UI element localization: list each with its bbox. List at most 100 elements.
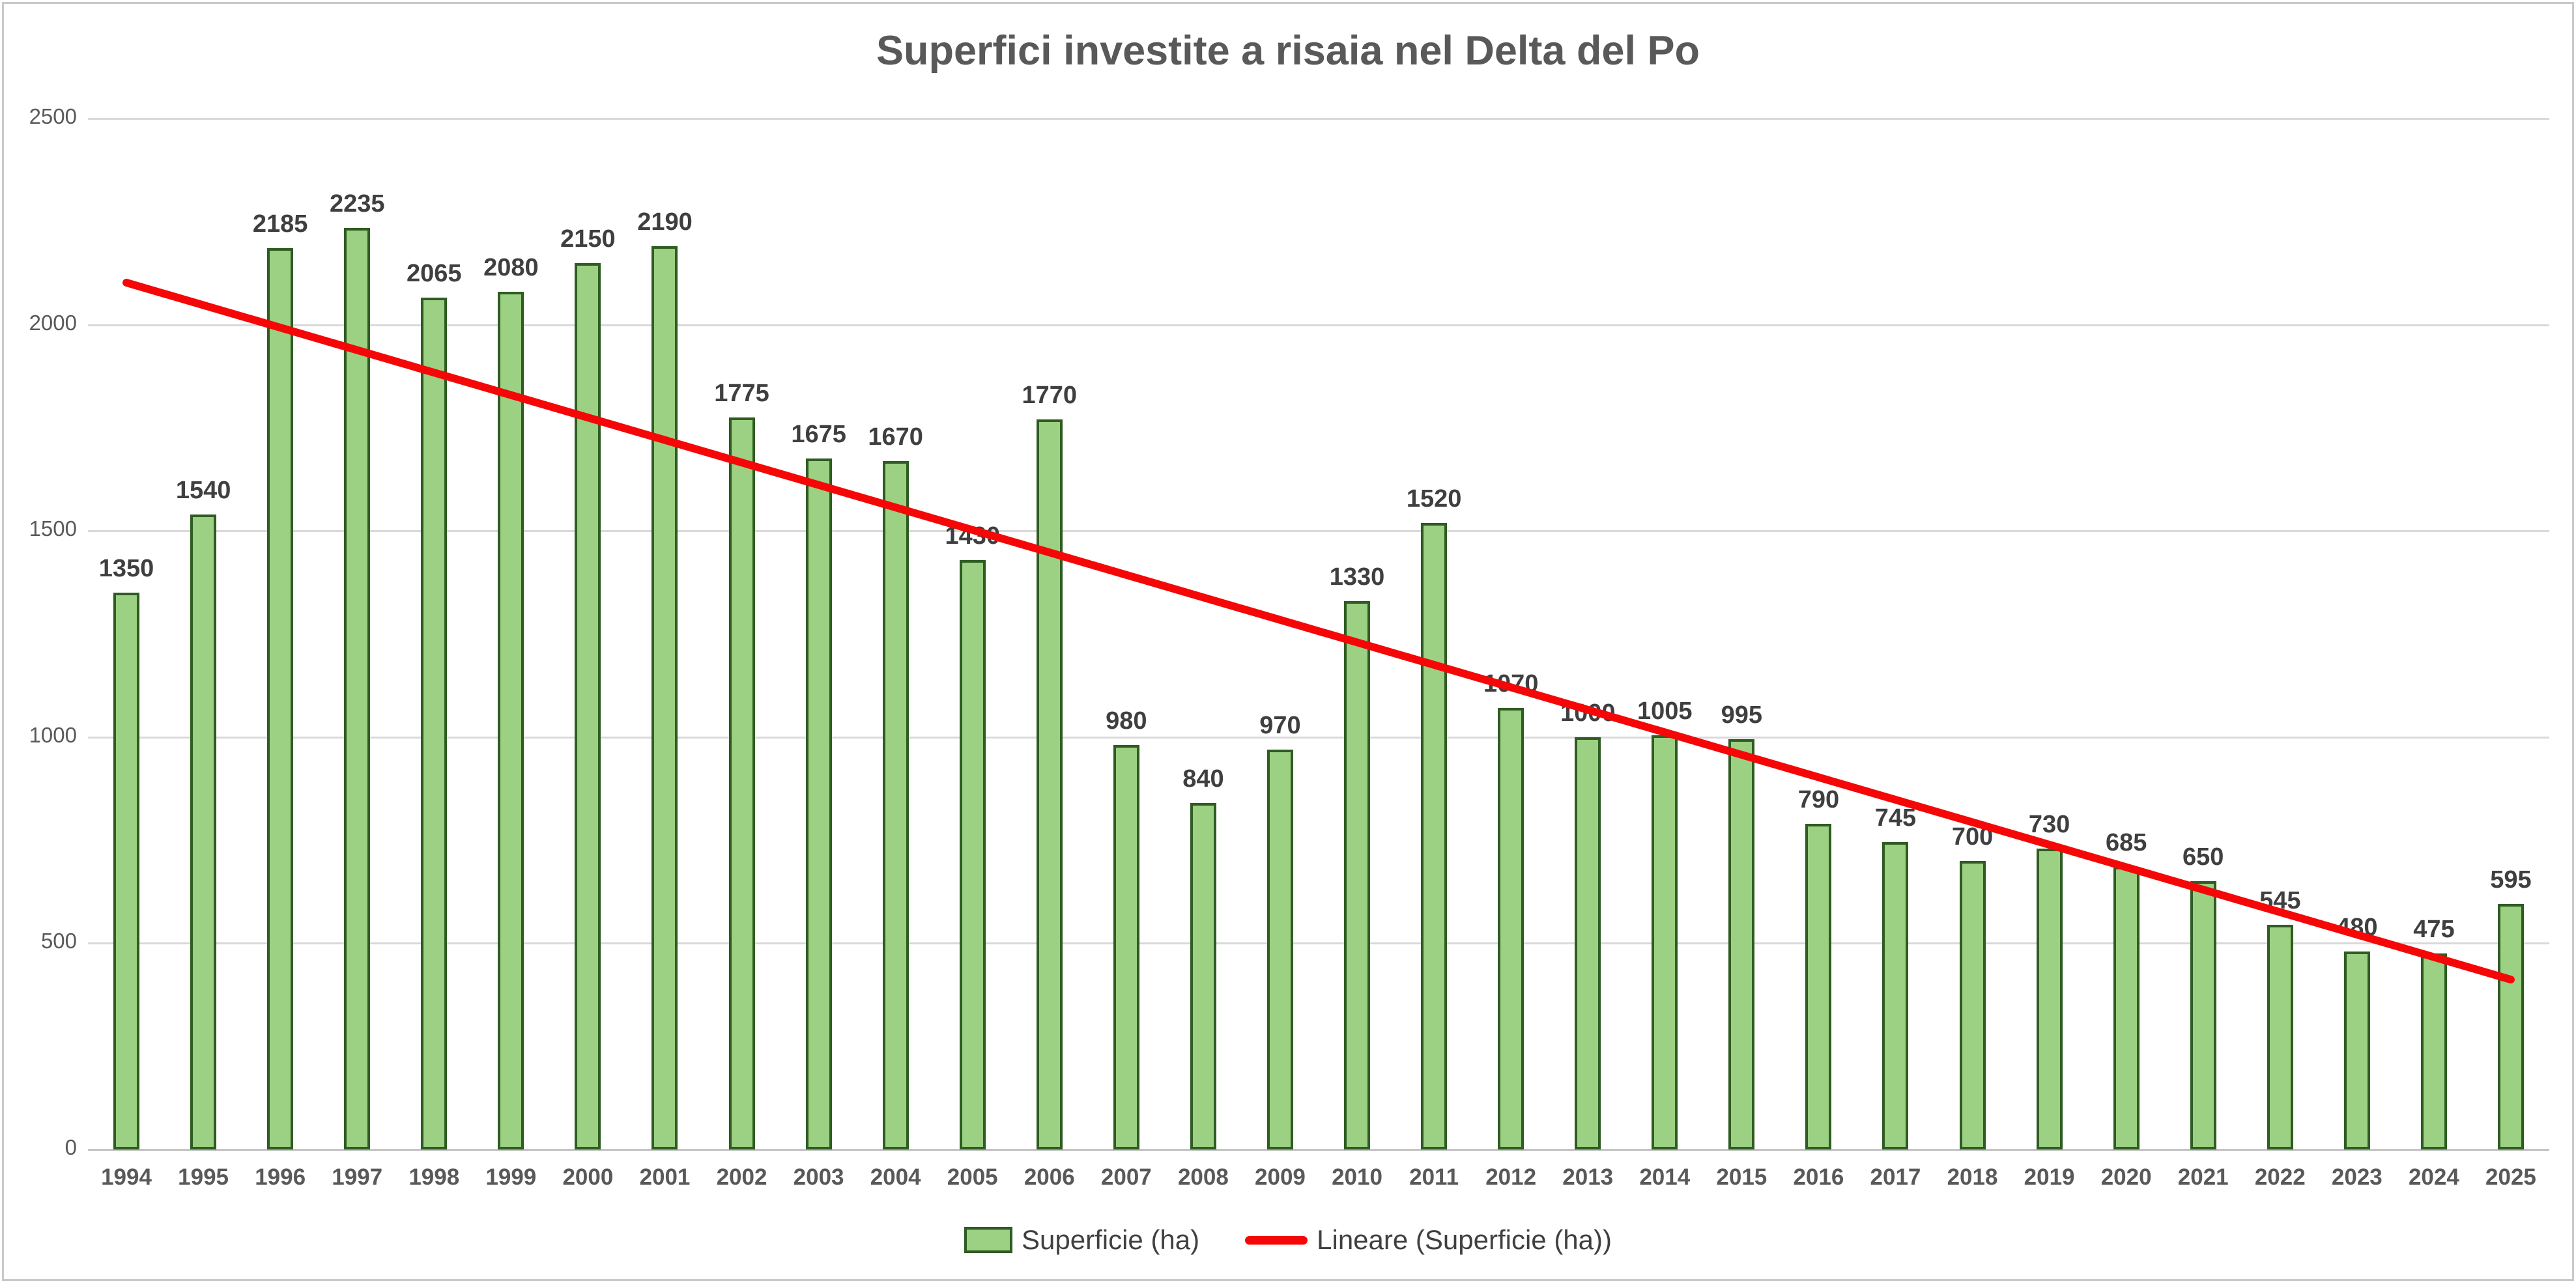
x-axis-tick-label-2008: 2008 xyxy=(1177,1164,1229,1190)
bar-value-label-2016: 790 xyxy=(1797,785,1840,813)
bar-1996 xyxy=(267,248,294,1149)
y-axis-tick-label: 2000 xyxy=(29,310,77,335)
bar-1999 xyxy=(498,291,524,1149)
x-axis-tick-label-2023: 2023 xyxy=(2331,1164,2383,1190)
bar-value-label-2003: 1675 xyxy=(791,421,846,449)
x-axis-line xyxy=(88,1149,2549,1151)
x-axis-tick-label-2005: 2005 xyxy=(947,1164,998,1190)
bar-value-label-2025: 595 xyxy=(2490,866,2532,894)
gridline-1500 xyxy=(88,530,2549,533)
bar-2015 xyxy=(1728,739,1755,1149)
bar-value-label-2020: 685 xyxy=(2105,829,2147,857)
bar-2025 xyxy=(2497,904,2524,1149)
bar-value-label-1997: 2235 xyxy=(329,190,385,218)
bar-value-label-1999: 2080 xyxy=(483,253,539,281)
x-axis-tick-label-2000: 2000 xyxy=(562,1164,614,1190)
bar-2016 xyxy=(1805,823,1832,1149)
bar-2018 xyxy=(1959,860,1986,1149)
bar-1998 xyxy=(421,298,448,1149)
gridline-2500 xyxy=(88,118,2549,120)
bar-value-label-2000: 2150 xyxy=(560,225,616,253)
x-axis-tick-label-2010: 2010 xyxy=(1332,1164,1382,1190)
x-axis-tick-label-1997: 1997 xyxy=(332,1164,383,1190)
y-axis-tick-label: 2500 xyxy=(29,104,77,128)
x-axis-tick-label-2001: 2001 xyxy=(639,1164,691,1190)
bar-2020 xyxy=(2113,867,2140,1149)
y-axis-tick-label: 1500 xyxy=(29,516,77,541)
bar-value-label-1994: 1350 xyxy=(98,555,154,583)
x-axis-tick-label-2012: 2012 xyxy=(1485,1164,1537,1190)
bar-value-label-2014: 1005 xyxy=(1637,697,1693,725)
legend-item-superficie: Superficie (ha) xyxy=(964,1224,1199,1256)
bar-2022 xyxy=(2267,924,2293,1149)
x-axis-tick-label-2003: 2003 xyxy=(793,1164,844,1190)
bar-value-label-2006: 1770 xyxy=(1022,382,1078,410)
legend-bar-swatch-icon xyxy=(964,1227,1012,1253)
bar-value-label-2024: 475 xyxy=(2413,916,2455,944)
x-axis-tick-label-2009: 2009 xyxy=(1255,1164,1306,1190)
bar-1997 xyxy=(344,227,371,1149)
bar-value-label-2019: 730 xyxy=(2028,810,2070,838)
plot-area: 1350 1540 2185 2235 2065 2080 2150 2190 1775 1675… xyxy=(88,118,2549,1151)
x-axis-tick-label-2019: 2019 xyxy=(2024,1164,2075,1190)
gridline-2000 xyxy=(88,324,2549,326)
x-axis-tick-label-2007: 2007 xyxy=(1100,1164,1152,1190)
x-axis-tick-label-1995: 1995 xyxy=(178,1164,229,1190)
bar-2010 xyxy=(1344,600,1371,1149)
x-axis-tick-label-1996: 1996 xyxy=(255,1164,306,1190)
bar-2021 xyxy=(2190,881,2216,1149)
x-axis-tick-label-1994: 1994 xyxy=(101,1164,152,1190)
x-axis-tick-label-2025: 2025 xyxy=(2485,1164,2536,1190)
bar-2024 xyxy=(2420,953,2447,1149)
x-axis-tick-label-2024: 2024 xyxy=(2408,1164,2459,1190)
x-axis-tick-label-2011: 2011 xyxy=(1409,1164,1459,1190)
bar-1995 xyxy=(190,514,217,1149)
bar-value-label-2007: 980 xyxy=(1106,707,1147,735)
bar-2012 xyxy=(1498,708,1524,1149)
bar-2023 xyxy=(2343,952,2370,1149)
bar-value-label-1998: 2065 xyxy=(407,260,462,288)
bar-2001 xyxy=(651,246,678,1149)
y-axis-tick-label: 0 xyxy=(64,1135,77,1159)
bar-2007 xyxy=(1113,745,1139,1149)
bar-2003 xyxy=(805,458,832,1149)
x-axis-tick-label-2006: 2006 xyxy=(1023,1164,1075,1190)
trendline xyxy=(122,279,2515,984)
bar-2005 xyxy=(959,559,986,1149)
bar-value-label-2021: 650 xyxy=(2182,843,2224,871)
legend-item-label: Lineare (Superficie (ha)) xyxy=(1317,1224,1612,1255)
bar-1994 xyxy=(113,593,140,1149)
bar-value-label-2002: 1775 xyxy=(714,380,769,408)
bar-value-label-2011: 1520 xyxy=(1406,485,1462,513)
bar-2006 xyxy=(1036,419,1063,1149)
bar-value-label-2004: 1670 xyxy=(868,423,923,451)
x-axis-tick-label-1999: 1999 xyxy=(485,1164,537,1190)
x-axis-tick-label-1998: 1998 xyxy=(408,1164,460,1190)
y-axis-tick-label: 500 xyxy=(40,929,77,953)
x-axis-tick-label-2022: 2022 xyxy=(2254,1164,2306,1190)
bar-value-label-2010: 1330 xyxy=(1329,563,1385,591)
x-axis-tick-label-2004: 2004 xyxy=(870,1164,921,1190)
bar-value-label-1996: 2185 xyxy=(252,210,308,238)
x-axis-tick-label-2017: 2017 xyxy=(1870,1164,1921,1190)
bar-value-label-2017: 745 xyxy=(1874,804,1917,832)
x-axis-tick-label-2021: 2021 xyxy=(2177,1164,2229,1190)
bar-2009 xyxy=(1267,749,1293,1149)
x-axis-tick-label-2014: 2014 xyxy=(1639,1164,1691,1190)
x-axis-tick-label-2002: 2002 xyxy=(716,1164,767,1190)
gridline-500 xyxy=(88,942,2549,945)
bar-value-label-2009: 970 xyxy=(1259,711,1301,739)
x-axis-tick-label-2016: 2016 xyxy=(1793,1164,1844,1190)
legend-item-lineare: Lineare (Superficie (ha)) xyxy=(1245,1224,1612,1256)
legend-line-swatch-icon xyxy=(1245,1235,1308,1245)
x-axis-tick-label-2020: 2020 xyxy=(2100,1164,2152,1190)
legend: Superficie (ha) Lineare (Superficie (ha)… xyxy=(0,1217,2576,1263)
bar-value-label-2015: 995 xyxy=(1721,701,1763,729)
bar-2019 xyxy=(2036,848,2063,1149)
bar-value-label-1995: 1540 xyxy=(175,476,231,504)
bar-2013 xyxy=(1575,737,1601,1149)
bar-2017 xyxy=(1882,842,1909,1149)
bar-2014 xyxy=(1652,735,1678,1149)
bar-2011 xyxy=(1421,522,1448,1149)
